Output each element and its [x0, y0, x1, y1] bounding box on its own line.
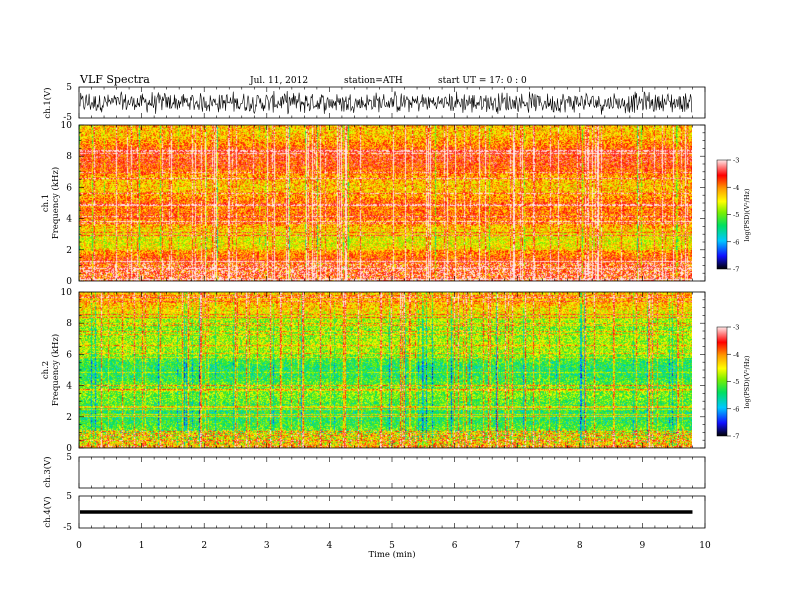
colorbar-tick-label--5: -5 [733, 211, 739, 219]
date-label: Jul. 11, 2012 [249, 76, 308, 86]
time-tick-label-9: 9 [640, 541, 646, 551]
ch3-waveform-ylabel: ch.3(V) [42, 456, 53, 487]
ch1-waveform-xticks [78, 87, 706, 118]
ch2-spectrogram-ylabel-line2: Frequency (kHz) [50, 334, 61, 406]
y-tick-label-10: 10 [61, 288, 73, 298]
ch2-spectrogram-ylabel-line1: ch.2 [41, 361, 51, 379]
ch1-waveform-line [79, 90, 693, 115]
colorbar-tick-label--4: -4 [733, 184, 739, 192]
colorbar-tick-label--5: -5 [733, 378, 739, 386]
time-tick-label-1: 1 [139, 541, 145, 551]
start-time-label: start UT = 17: 0 : 0 [438, 76, 527, 86]
colorbar-tick-label--4: -4 [733, 351, 739, 359]
time-tick-label-3: 3 [264, 541, 270, 551]
ch2-colorbar-label: log(PSD)(V²/Hz) [743, 355, 751, 408]
time-tick-label-7: 7 [514, 541, 520, 551]
y-tick-label-6: 6 [66, 183, 72, 193]
colorbar-tick-label--6: -6 [733, 405, 739, 413]
time-tick-label-2: 2 [201, 541, 207, 551]
ch1-waveform-ylabel: ch.1(V) [42, 87, 53, 118]
time-axis-tick-labels: 0 1 2 3 4 5 6 7 8 9 10 [76, 541, 711, 551]
ch3-waveform-panel: 5 ch.3(V) [42, 453, 706, 489]
ch2-spectrogram-xticks [78, 292, 706, 448]
time-tick-label-5: 5 [389, 541, 395, 551]
y-tick-label-8: 8 [66, 319, 72, 329]
colorbar-tick-label--3: -3 [733, 324, 739, 332]
ch1-spectrogram-ylabel-line2: Frequency (kHz) [50, 167, 61, 239]
ch4-ytick-top: 5 [66, 492, 72, 502]
time-tick-label-6: 6 [452, 541, 458, 551]
ch1-spectrogram-xticks [78, 125, 706, 281]
ch1-spectrogram-yticks: 0 2 4 6 8 10 [61, 121, 705, 287]
ch4-waveform-ylabel: ch.4(V) [42, 496, 53, 527]
ch1-waveform-panel: 5 -5 ch.1(V) [42, 83, 706, 123]
ch1-spectrogram-image [79, 125, 692, 281]
colorbar-tick-label--7: -7 [733, 266, 739, 274]
ch2-colorbar-ticks: -3 -4 -5 -6 -7 [727, 324, 739, 441]
y-tick-label-10: 10 [61, 121, 73, 131]
y-tick-label-4: 4 [66, 382, 72, 392]
ch1-ytick-top: 5 [66, 83, 72, 93]
ch2-spectrogram-yticks: 0 2 4 6 8 10 [61, 288, 705, 454]
y-tick-label-2: 2 [66, 246, 72, 256]
ch2-spectrogram-panel: 0 2 4 6 8 10 ch.2 Frequency (kHz) [41, 288, 706, 454]
y-tick-label-0: 0 [66, 277, 72, 287]
y-tick-label-0: 0 [66, 444, 72, 454]
ch4-waveform-xticks [78, 496, 706, 528]
ch3-waveform-xticks [78, 457, 706, 488]
time-tick-label-8: 8 [577, 541, 583, 551]
y-tick-label-2: 2 [66, 413, 72, 423]
colorbar-tick-label--7: -7 [733, 433, 739, 441]
ch4-waveform-panel: 5 -5 ch.4(V) [42, 492, 706, 533]
ch2-spectrogram-image-wrap [79, 292, 692, 448]
ch4-ytick-bottom: -5 [63, 523, 72, 533]
colorbar-tick-label--6: -6 [733, 238, 739, 246]
ch1-colorbar-gradient [716, 159, 728, 270]
figure-title: VLF Spectra [79, 73, 150, 86]
station-label: station=ATH [344, 76, 403, 86]
y-tick-label-8: 8 [66, 152, 72, 162]
ch1-spectrogram-image-wrap [79, 125, 692, 281]
ch1-colorbar-ticks: -3 -4 -5 -6 -7 [727, 157, 739, 274]
time-tick-label-10: 10 [699, 541, 711, 551]
ch2-spectrogram-image [79, 292, 692, 448]
y-tick-label-4: 4 [66, 215, 72, 225]
colorbar-tick-label--3: -3 [733, 157, 739, 165]
time-axis-label: Time (min) [368, 549, 415, 560]
ch1-ytick-bottom: -5 [63, 113, 72, 123]
time-tick-label-0: 0 [76, 541, 82, 551]
ch2-colorbar: -3 -4 -5 -6 -7 log(PSD)(V²/Hz) [716, 324, 751, 441]
y-tick-label-6: 6 [66, 350, 72, 360]
ch1-colorbar-label: log(PSD)(V²/Hz) [743, 188, 751, 241]
ch1-spectrogram-panel: 0 2 4 6 8 10 ch.1 Frequency (kHz) [41, 121, 706, 287]
ch1-spectrogram-ylabel-line1: ch.1 [41, 194, 51, 212]
ch1-colorbar: -3 -4 -5 -6 -7 log(PSD)(V²/Hz) [716, 157, 751, 274]
ch2-colorbar-gradient [716, 326, 728, 437]
time-tick-label-4: 4 [327, 541, 333, 551]
ch3-ytick-top: 5 [66, 453, 72, 463]
